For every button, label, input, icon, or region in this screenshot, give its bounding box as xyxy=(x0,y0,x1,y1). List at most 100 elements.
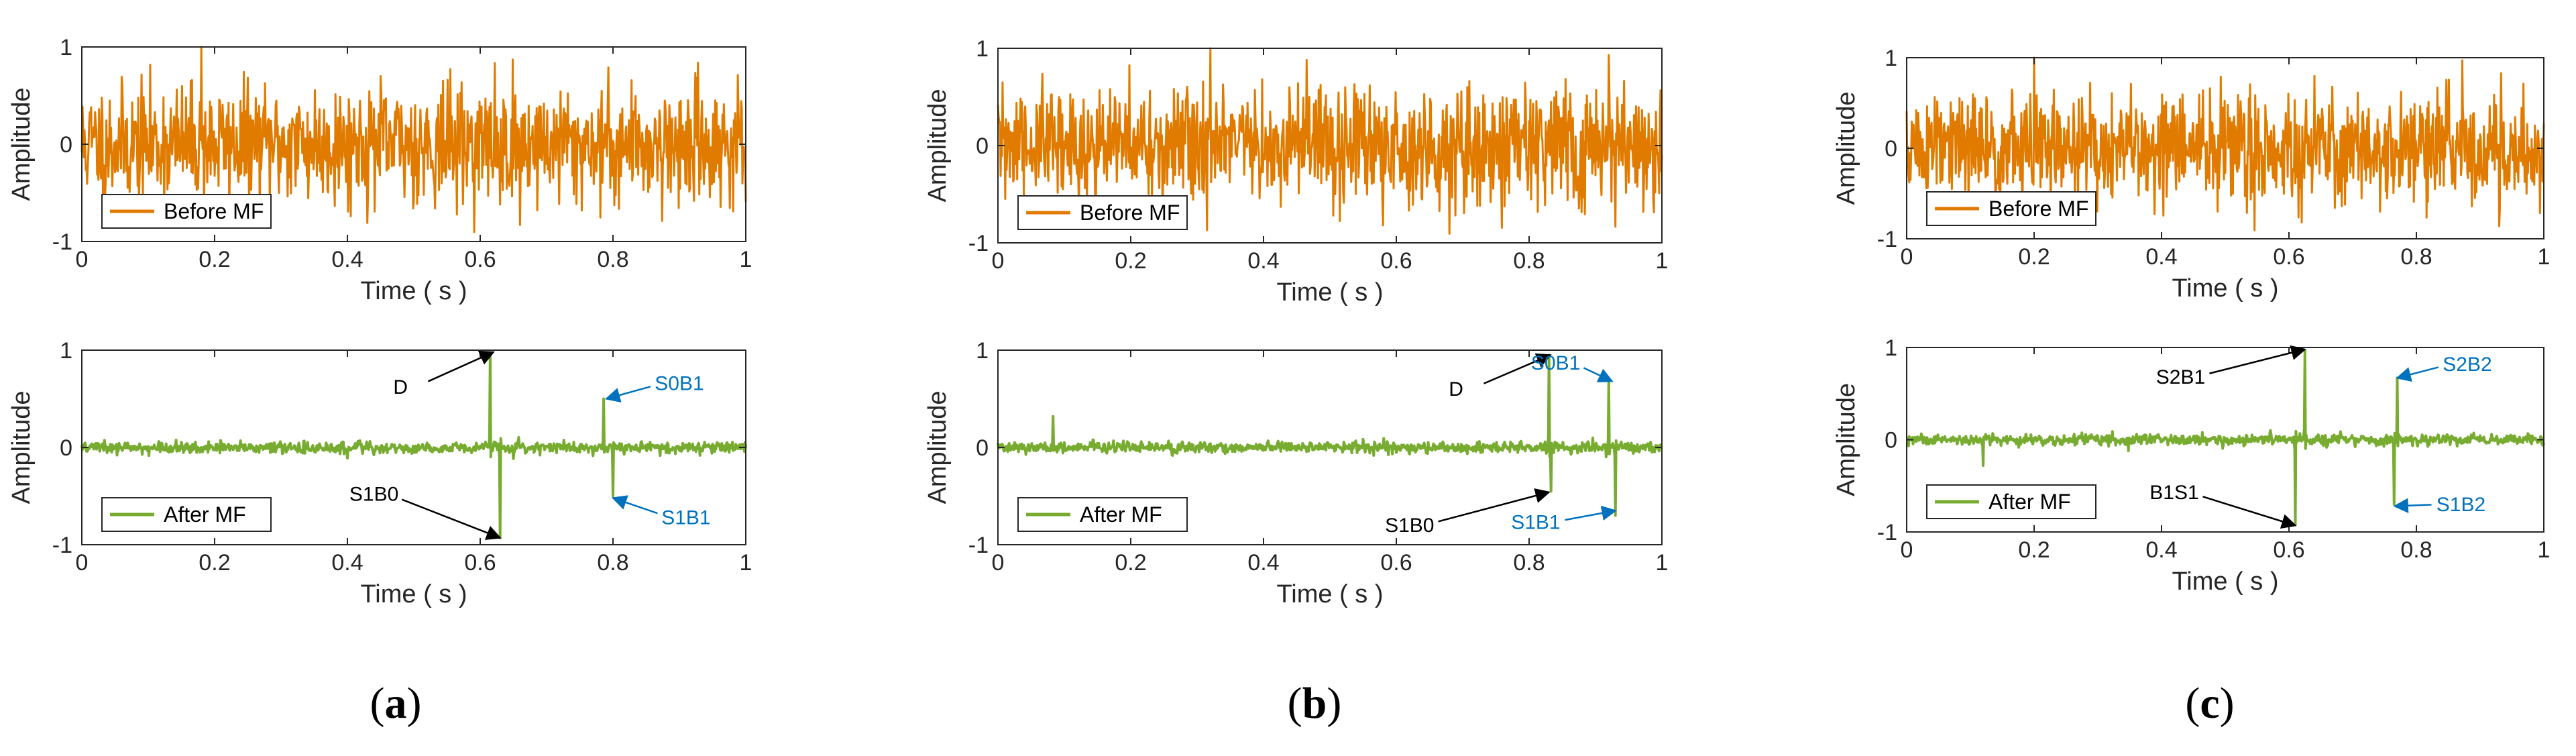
panel-a-bottom-ytick-label: 1 xyxy=(60,338,72,364)
panel-b-bottom-legend: After MF xyxy=(1017,497,1188,532)
caption-c-text: (c) xyxy=(2185,679,2234,728)
panel-b-bottom-series-line xyxy=(997,354,1663,517)
panel-c-bottom-annotation-label: S2B1 xyxy=(2156,366,2205,388)
panel-a-top-xtick-label: 0.2 xyxy=(199,247,230,272)
panel-c-bottom-xtick-label: 0.2 xyxy=(2018,537,2050,563)
panel-a-top-legend-label: Before MF xyxy=(164,199,264,223)
panel-a-top-ylabel: Amplitude xyxy=(7,88,36,201)
panel-b-top-xtick-label: 0.2 xyxy=(1115,248,1146,274)
panel-b-top-xtick-label: 0.6 xyxy=(1380,248,1412,274)
panel-c-bottom-annotation-label: S1B2 xyxy=(2437,494,2485,516)
panel-b-bottom-annotation-arrow xyxy=(1483,353,1552,384)
panel-c-bottom-xtick-label: 0 xyxy=(1901,537,1913,563)
panel-a-bottom-ytick-label: -1 xyxy=(52,533,72,558)
panel-b-top-xlabel: Time ( s ) xyxy=(1276,278,1383,307)
panel-b-bottom-legend-label: After MF xyxy=(1080,502,1162,527)
panel-c-top-xtick-label: 0.8 xyxy=(2400,244,2432,270)
panel-a-bottom-annotation-s1b0: S1B0 xyxy=(349,484,502,540)
panel-c-bottom-xlabel: Time ( s ) xyxy=(2172,568,2278,596)
panel-a-top-series-line xyxy=(80,46,747,233)
panel-c-bottom-ytick-label: -1 xyxy=(1877,520,1897,545)
panel-c-bottom-ytick-label: 1 xyxy=(1885,335,1897,361)
caption-c: (c) xyxy=(2185,679,2234,728)
panel-a-bottom-xtick-label: 0.8 xyxy=(597,550,628,576)
panel-b-bottom-xtick-label: 0 xyxy=(992,550,1005,576)
panel-b-bottom-annotation-arrow xyxy=(1583,367,1614,382)
panel-c-bottom-xtick-label: 0.8 xyxy=(2400,537,2432,563)
panel-c-top-series-line xyxy=(1905,56,2545,231)
panel-a-bottom-annotation-label: S1B0 xyxy=(349,484,398,506)
panel-a-bottom-ylabel: Amplitude xyxy=(7,391,36,504)
panel-a-bottom-legend-label: After MF xyxy=(164,502,246,527)
panel-a-bottom-annotation-label: S1B1 xyxy=(661,506,710,529)
panel-a-bottom-annotation-label: S0B1 xyxy=(655,372,704,394)
panel-b-top-xtick-label: 1 xyxy=(1656,248,1669,274)
panel-a-bottom-xtick-label: 1 xyxy=(740,550,752,576)
panel-c-top-legend: Before MF xyxy=(1926,191,2096,226)
panel-b-top-xtick-label: 0.8 xyxy=(1513,248,1545,274)
panel-a-top-xtick-label: 1 xyxy=(740,247,752,272)
panel-c-bottom-annotation-s2b1: S2B1 xyxy=(2156,345,2306,388)
panel-c-top-xtick-label: 0.6 xyxy=(2273,244,2304,270)
panel-b-bottom-annotation-s1b0: S1B0 xyxy=(1385,488,1551,537)
panel-b-bottom-ylabel: Amplitude xyxy=(923,391,952,504)
panel-b-bottom-ytick-label: 0 xyxy=(976,435,989,461)
panel-a-bottom-ytick-label: 0 xyxy=(60,435,72,461)
caption-a-text: (a) xyxy=(370,679,422,728)
panel-b-bottom-xtick-label: 0.8 xyxy=(1513,550,1545,576)
panel-c-bottom-xtick-label: 0.4 xyxy=(2145,537,2177,563)
panel-b-bottom-xtick-label: 0.6 xyxy=(1380,550,1412,576)
panel-a-bottom-annotation-arrow xyxy=(611,495,658,515)
panel-b-top-legend-label: Before MF xyxy=(1080,201,1180,225)
panel-c-bottom-annotation-arrow xyxy=(2396,366,2439,382)
panel-a-bottom-legend: After MF xyxy=(101,497,272,532)
panel-c-top-xlabel: Time ( s ) xyxy=(2172,274,2278,303)
panel-a-top-xtick-label: 0.4 xyxy=(331,247,363,272)
panel-a-top-ytick-label: 1 xyxy=(60,35,72,60)
panel-b-bottom-annotation-s0b1: S0B1 xyxy=(1531,352,1614,382)
panel-b-bottom-annotation-arrow xyxy=(1438,488,1551,523)
panel-c-top-legend-label: Before MF xyxy=(1989,197,2088,221)
panel-c-bottom-annotation-arrow xyxy=(2209,345,2306,374)
panel-c-top-xtick-label: 0.2 xyxy=(2018,244,2050,270)
panel-a-bottom-annotation-arrow xyxy=(427,350,495,382)
panel-c-bottom-ytick-label: 0 xyxy=(1885,428,1897,453)
panel-b-bottom-xtick-label: 0.4 xyxy=(1247,550,1279,576)
panel-a-bottom-annotation-s1b1: S1B1 xyxy=(611,495,711,529)
panel-a-top-legend: Before MF xyxy=(101,194,272,229)
panel-a-top-ytick-label: -1 xyxy=(52,229,72,255)
panel-a-bottom-xtick-label: 0 xyxy=(76,550,89,576)
panel-b-bottom-annotation-label: S0B1 xyxy=(1531,352,1580,374)
panel-c-top-xtick-label: 1 xyxy=(2538,244,2551,270)
panel-c-top-ytick-label: 1 xyxy=(1885,46,1897,71)
caption-b-text: (b) xyxy=(1288,679,1342,728)
panel-b-top-series-line xyxy=(997,47,1663,235)
panel-c-top-ytick-label: -1 xyxy=(1877,227,1897,252)
panel-b-top-ytick-label: 1 xyxy=(976,36,989,62)
panel-a-bottom-xtick-label: 0.6 xyxy=(464,550,496,576)
panel-b-bottom-annotation-d: D xyxy=(1449,353,1552,400)
panel-c-top-xtick-label: 0 xyxy=(1901,244,1913,270)
panel-b-bottom-xlabel: Time ( s ) xyxy=(1276,580,1383,608)
panel-b-top-ytick-label: 0 xyxy=(976,133,989,159)
panel-a-top-ytick-label: 0 xyxy=(60,132,72,158)
panel-b-top-ytick-label: -1 xyxy=(968,231,989,256)
panel-c-top-ylabel: Amplitude xyxy=(1832,92,1860,205)
panel-c-bottom-annotation-arrow xyxy=(2393,498,2432,513)
panel-a-bottom-xtick-label: 0.2 xyxy=(199,550,230,576)
panel-c-bottom-annotation-arrow xyxy=(2202,496,2297,529)
panel-b-bottom-ytick-label: 1 xyxy=(976,338,989,364)
panel-a-bottom-xtick-label: 0.4 xyxy=(331,550,363,576)
panel-a-top-xlabel: Time ( s ) xyxy=(360,277,467,305)
panel-c-bottom-annotation-b1s1: B1S1 xyxy=(2149,482,2297,529)
panel-b-top-xtick-label: 0.4 xyxy=(1247,248,1279,274)
panel-c-bottom-annotation-label: B1S1 xyxy=(2149,482,2198,504)
panel-c-top-xtick-label: 0.4 xyxy=(2145,244,2177,270)
panel-b-bottom-annotation-label: S1B0 xyxy=(1385,515,1434,537)
panel-b-bottom-annotation-s1b1: S1B1 xyxy=(1511,505,1617,534)
